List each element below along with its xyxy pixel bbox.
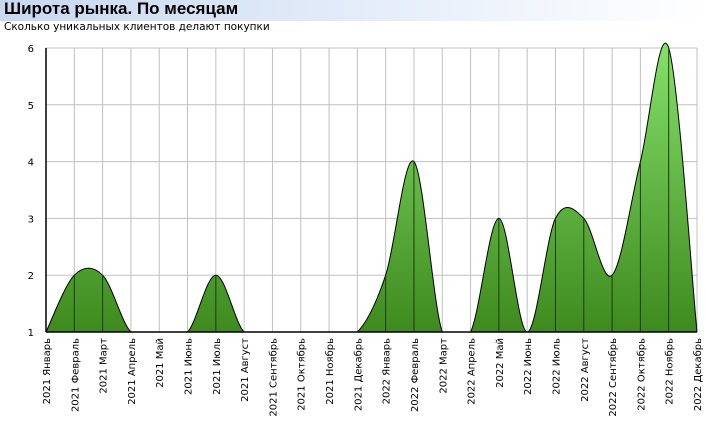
x-tick-label: 2022 Октябрь xyxy=(636,338,647,411)
title-bar: Широта рынка. По месяцам xyxy=(0,0,706,21)
chart-subtitle: Сколько уникальных клиентов делают покуп… xyxy=(4,21,270,33)
x-tick-label: 2022 Сентябрь xyxy=(608,338,619,417)
x-tick-label: 2021 Апрель xyxy=(127,338,138,405)
x-tick-label: 2022 Ноябрь xyxy=(665,338,676,405)
x-tick-label: 2021 Декабрь xyxy=(353,338,364,411)
x-tick-label: 2022 Декабрь xyxy=(693,338,704,411)
x-tick-label: 2021 Январь xyxy=(42,338,53,404)
y-tick-label: 3 xyxy=(28,214,34,225)
y-tick-label: 1 xyxy=(28,328,34,339)
x-tick-label: 2022 Апрель xyxy=(467,338,478,405)
x-tick-label: 2022 Январь xyxy=(382,338,393,404)
x-tick-label: 2021 Февраль xyxy=(70,338,81,412)
chart-title: Широта рынка. По месяцам xyxy=(4,0,239,18)
y-tick-label: 4 xyxy=(28,158,34,169)
series-area xyxy=(46,43,697,332)
x-tick-label: 2021 Май xyxy=(155,338,166,388)
x-tick-label: 2021 Сентябрь xyxy=(268,338,279,417)
x-tick-label: 2022 Февраль xyxy=(410,338,421,412)
x-tick-label: 2021 Ноябрь xyxy=(325,338,336,405)
x-tick-label: 2021 Август xyxy=(240,338,251,402)
x-tick-label: 2022 Июнь xyxy=(523,338,534,395)
x-tick-label: 2021 Июль xyxy=(212,338,223,395)
x-tick-label: 2022 Май xyxy=(495,338,506,388)
x-tick-label: 2021 Март xyxy=(99,338,110,394)
x-tick-label: 2022 Июль xyxy=(551,338,562,395)
x-tick-label: 2021 Октябрь xyxy=(297,338,308,411)
x-tick-label: 2021 Июнь xyxy=(184,338,195,395)
y-tick-label: 5 xyxy=(28,101,34,112)
y-tick-label: 6 xyxy=(28,44,34,55)
y-tick-label: 2 xyxy=(28,271,34,282)
x-tick-label: 2022 Август xyxy=(580,338,591,402)
x-tick-label: 2022 Март xyxy=(438,338,449,394)
